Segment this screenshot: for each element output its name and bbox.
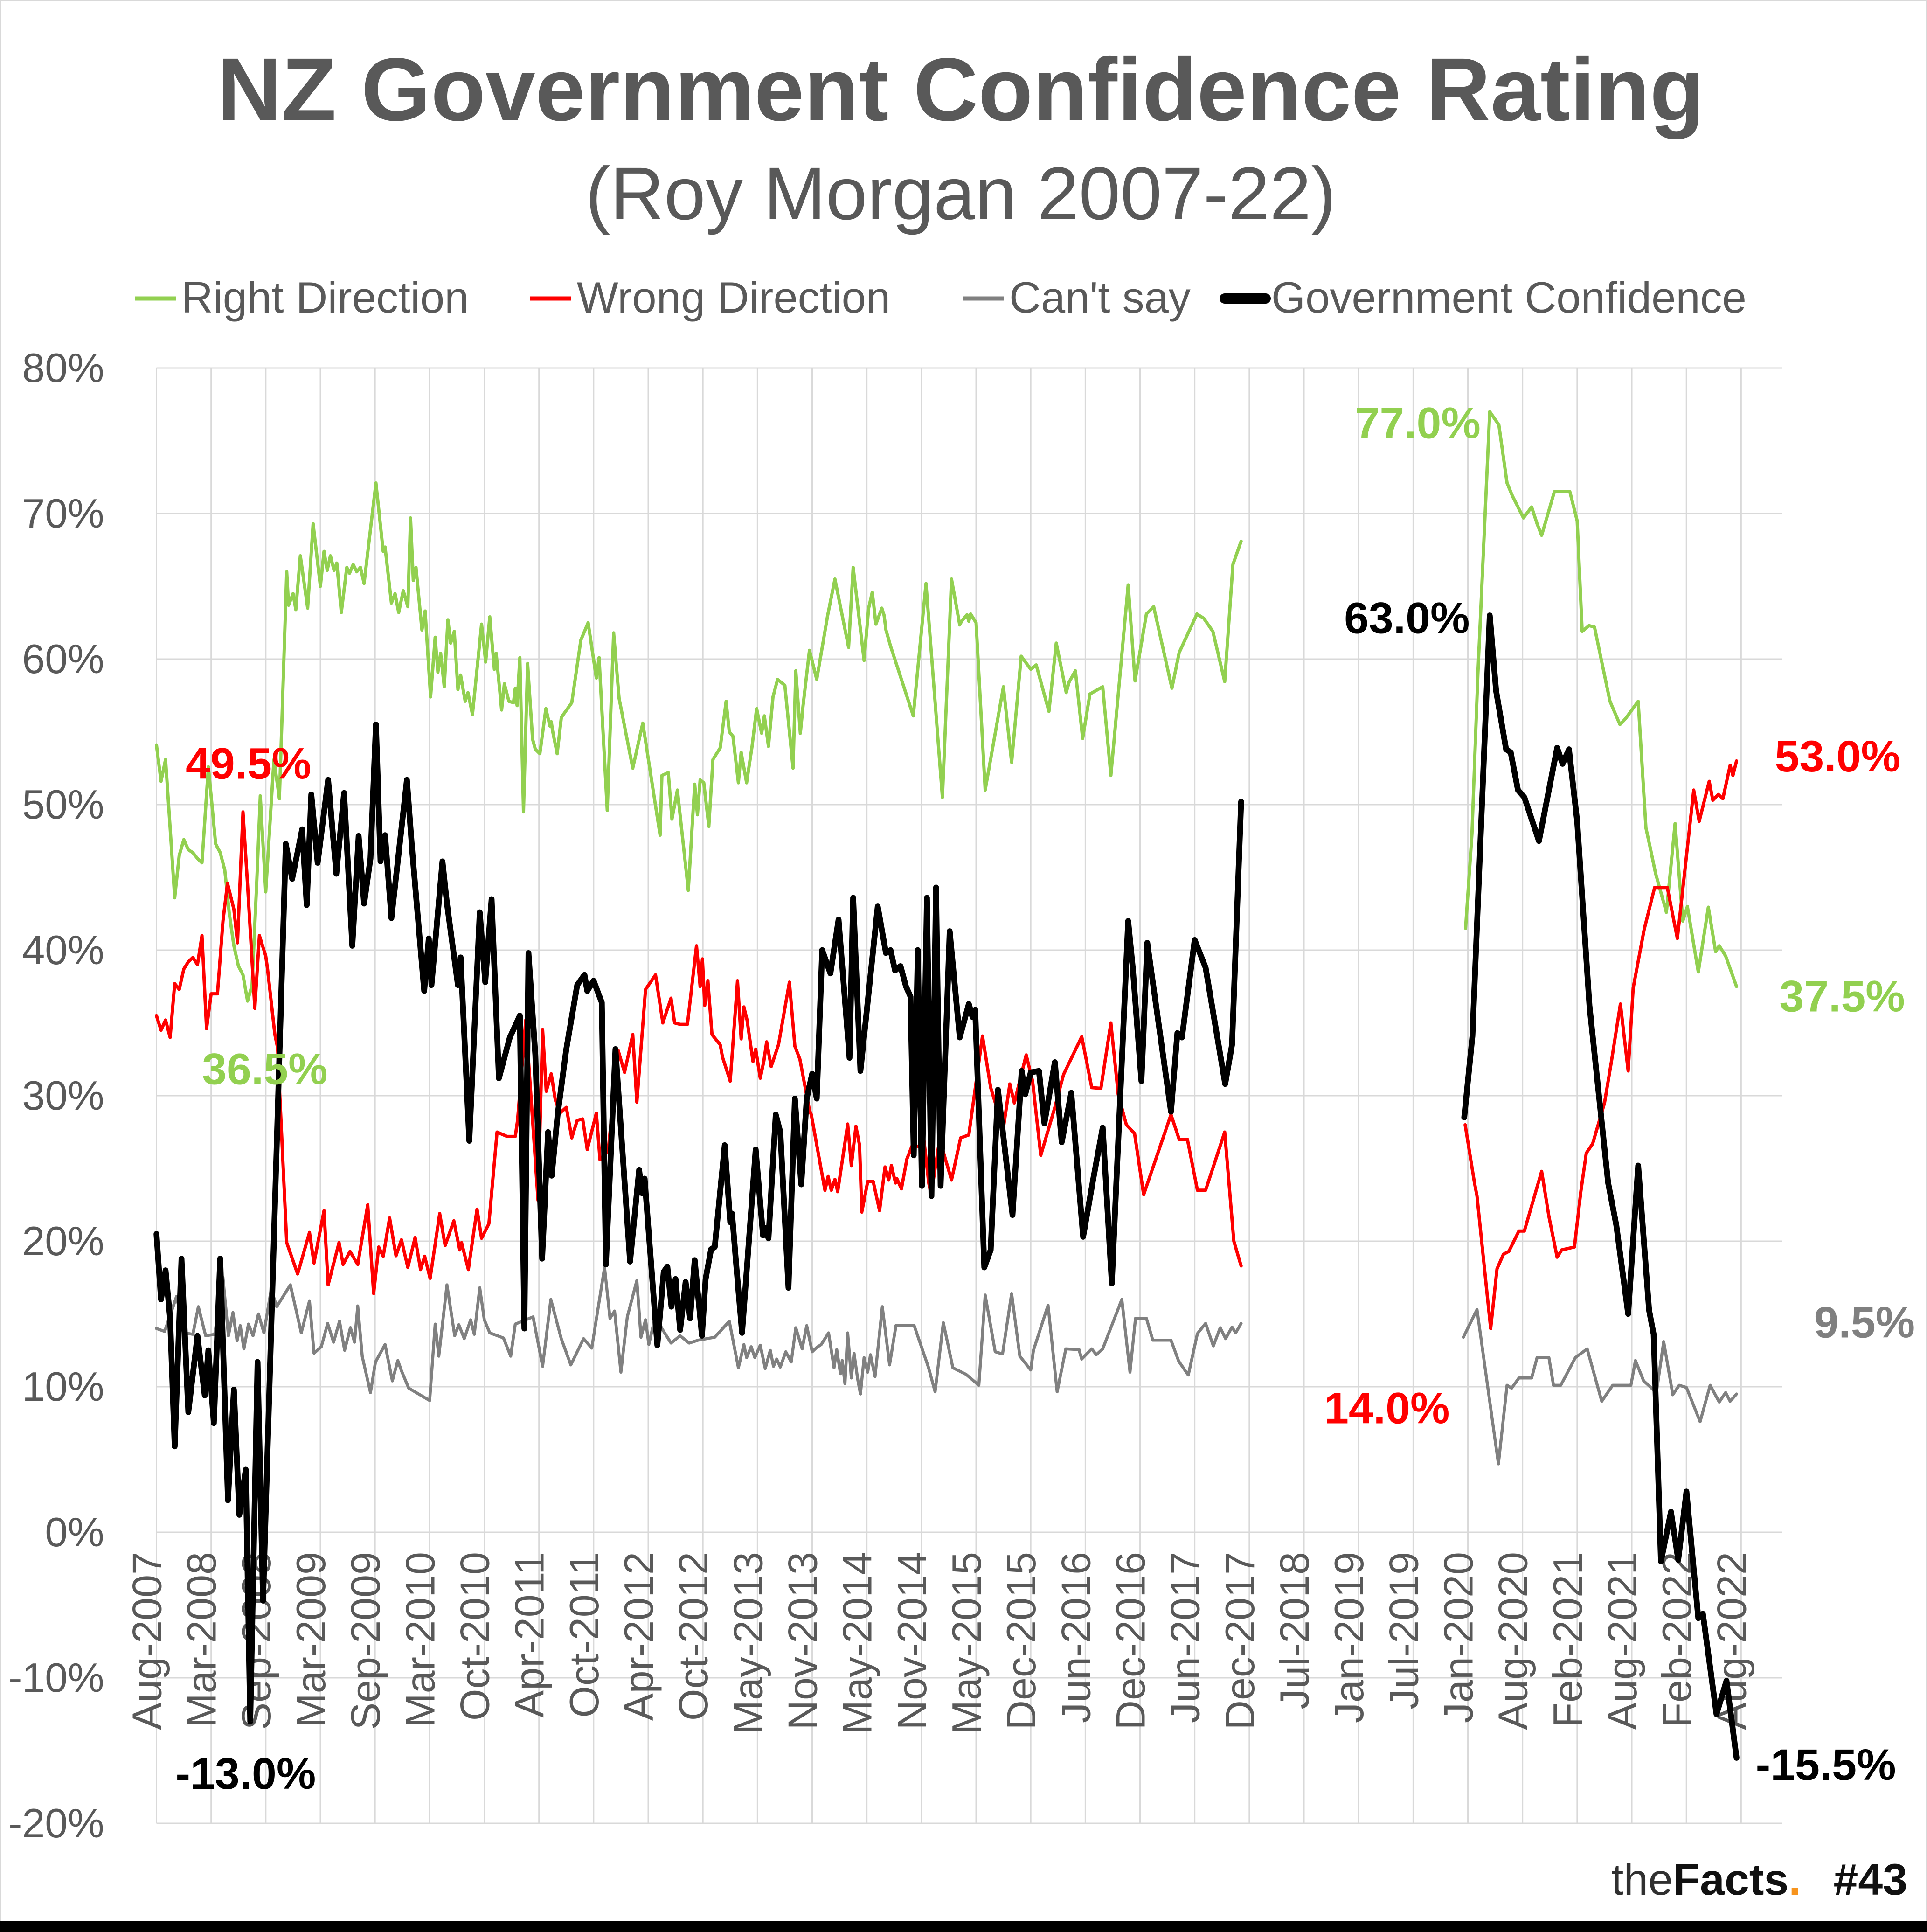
brand-text: theFacts. xyxy=(1611,1855,1801,1904)
y-axis-label: -20% xyxy=(8,1800,104,1846)
x-axis-label: Sep-2008 xyxy=(233,1552,279,1730)
data-label: 37.5% xyxy=(1779,972,1905,1022)
legend-label: Right Direction xyxy=(181,273,469,322)
brand-facts: Facts xyxy=(1673,1855,1788,1904)
data-label: -13.0% xyxy=(175,1749,316,1799)
series-wrong-direction xyxy=(155,759,1739,1330)
data-label: 36.5% xyxy=(202,1045,327,1094)
x-axis-label: Dec-2015 xyxy=(998,1552,1044,1730)
x-axis-label: Apr-2011 xyxy=(506,1552,553,1717)
y-axis-label: 40% xyxy=(22,927,104,973)
legend-label: Government Confidence xyxy=(1271,273,1747,322)
x-axis-label: Sep-2009 xyxy=(342,1552,388,1730)
y-axis-label: 30% xyxy=(22,1072,104,1119)
brand-dot: . xyxy=(1788,1855,1801,1904)
legend: Right Direction Wrong Direction Can't say G… xyxy=(135,273,1747,322)
series-line xyxy=(155,1265,1243,1402)
series-government-confidence xyxy=(153,612,1740,1761)
data-label: 9.5% xyxy=(1814,1298,1915,1348)
chart-subtitle: (Roy Morgan 2007-22) xyxy=(585,152,1336,235)
y-axis-label: 50% xyxy=(22,781,104,827)
series-line xyxy=(155,810,1243,1295)
x-axis-label: May-2013 xyxy=(725,1552,771,1734)
x-axis-label: Oct-2012 xyxy=(670,1552,716,1721)
border-right xyxy=(1926,0,1927,1932)
series-line xyxy=(1461,612,1740,1761)
border-top xyxy=(0,0,1927,1)
data-label: 77.0% xyxy=(1355,398,1480,448)
series-right-direction xyxy=(155,410,1739,1003)
x-axis-label: Apr-2012 xyxy=(616,1552,662,1721)
x-axis-label: Aug-2020 xyxy=(1490,1552,1536,1730)
y-axis-label: 60% xyxy=(22,636,104,682)
brand-the: the xyxy=(1611,1855,1673,1904)
x-axis-label: Mar-2008 xyxy=(179,1552,225,1728)
x-axis-label: Mar-2009 xyxy=(288,1552,334,1728)
data-label: 63.0% xyxy=(1344,594,1470,643)
chart-title: NZ Government Confidence Rating xyxy=(217,39,1705,139)
x-axis-label: Nov-2013 xyxy=(780,1552,826,1730)
x-axis-label: Jan-2020 xyxy=(1435,1552,1482,1723)
x-axis-label: Nov-2014 xyxy=(889,1552,935,1730)
y-axis-label: 80% xyxy=(22,345,104,391)
series-line xyxy=(1462,1308,1738,1466)
bottom-bar xyxy=(0,1921,1927,1932)
x-axis-label: Aug-2007 xyxy=(124,1552,170,1730)
y-axis-label: 70% xyxy=(22,490,104,536)
data-label: -15.5% xyxy=(1756,1740,1896,1790)
legend-label: Wrong Direction xyxy=(577,273,890,322)
y-axis-label: 20% xyxy=(22,1218,104,1264)
series-line xyxy=(153,722,1244,1724)
x-axis-label: Oct-2011 xyxy=(561,1552,607,1717)
series-can-t-say xyxy=(155,1265,1738,1466)
x-axis-label: Jul-2018 xyxy=(1271,1552,1317,1710)
border-left xyxy=(0,0,1,1932)
series-line xyxy=(155,481,1243,1003)
x-axis-label: Dec-2016 xyxy=(1108,1552,1154,1730)
footer-brand: theFacts. #43 xyxy=(1611,1855,1907,1904)
data-label: 53.0% xyxy=(1775,732,1900,781)
x-axis-label: Feb-2021 xyxy=(1545,1552,1591,1728)
y-axis-label: -10% xyxy=(8,1654,104,1701)
x-axis-label: Jul-2019 xyxy=(1380,1552,1427,1710)
legend-label: Can't say xyxy=(1009,273,1191,322)
x-axis-label: Dec-2017 xyxy=(1217,1552,1263,1730)
x-axis-label: Jan-2019 xyxy=(1326,1552,1372,1723)
series-line xyxy=(1463,759,1739,1330)
y-axis-labels: -20% -10% 0% 10% 20% 30% 40% 50% 60% 70% 80% xyxy=(8,345,104,1846)
data-label: 49.5% xyxy=(186,739,311,789)
x-axis-label: Aug-2021 xyxy=(1599,1552,1645,1730)
issue-number: #43 xyxy=(1833,1855,1907,1904)
y-axis-label: 10% xyxy=(22,1363,104,1410)
y-axis-label: 0% xyxy=(45,1509,104,1555)
x-axis-label: May-2015 xyxy=(943,1552,990,1734)
data-label: 14.0% xyxy=(1324,1384,1449,1433)
x-axis-label: Jun-2017 xyxy=(1162,1552,1208,1723)
series-line xyxy=(1464,410,1739,988)
x-axis-label: Mar-2010 xyxy=(397,1552,443,1728)
x-axis-labels: Aug-2007 Mar-2008 Sep-2008 Mar-2009 Sep-2009… xyxy=(124,1552,1755,1734)
x-axis-label: May-2014 xyxy=(834,1552,880,1734)
x-axis-label: Oct-2010 xyxy=(452,1552,498,1721)
x-axis-label: Jun-2016 xyxy=(1053,1552,1099,1723)
